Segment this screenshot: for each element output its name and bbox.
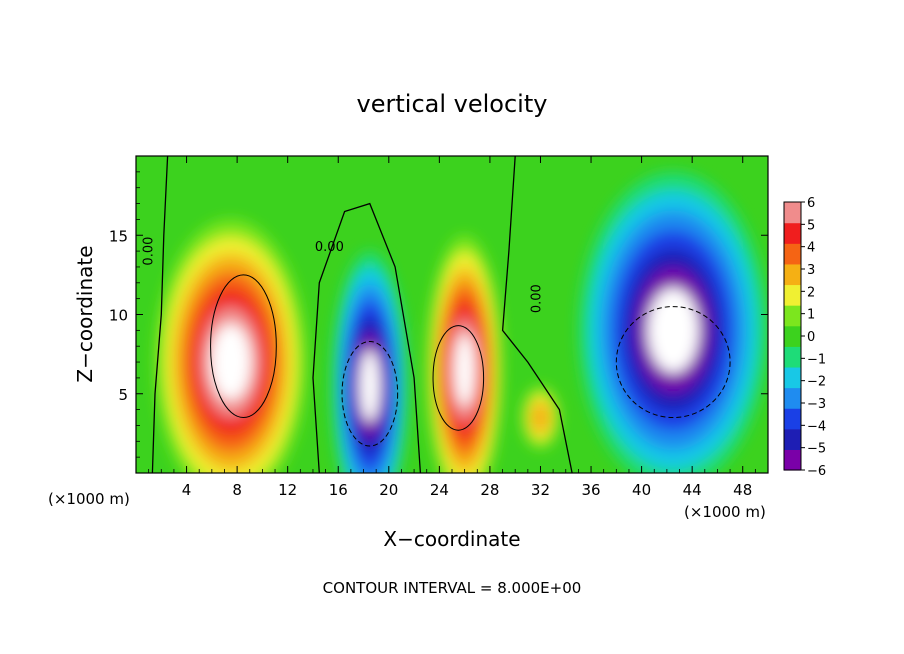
x-tick-label: 8 [232,481,242,499]
colorbar-tick-label: −4 [807,419,826,434]
plot-area: 0.00 0.00 0.00 [136,156,768,473]
colorbar-tick-label: −3 [807,397,826,412]
colorbar-tick-label: 4 [807,241,815,256]
inner-contour-positive-1 [210,274,277,419]
inner-contour-positive-2 [432,325,485,431]
y-tick-label: 10 [109,307,128,325]
colorbar-segment [784,428,801,450]
colorbar-segment [784,243,801,265]
y-axis-label: Z−coordinate [73,245,97,382]
colorbar-segment [784,202,801,224]
colorbar-tick-label: 1 [807,308,815,323]
zero-contour-line-1 [151,156,169,473]
x-unit-left: (×1000 m) [48,490,130,508]
field-feature-5-level-7 [647,287,699,373]
x-tick-label: 44 [683,481,702,499]
y-tick-label: 15 [109,227,128,245]
x-tick-label: 12 [278,481,297,499]
y-axis: 5 10 15 [109,171,768,458]
colorbar-tick-label: 3 [807,263,815,278]
x-tick-label: 4 [182,481,192,499]
x-tick-label: 24 [430,481,449,499]
colorbar-segment [784,408,801,430]
zero-contour-line-2 [312,202,422,473]
contour-label: 0.00 [315,240,344,255]
colorbar-segment [784,387,801,409]
field-feature-1-level-7 [210,323,252,401]
x-tick-label: 28 [480,481,499,499]
colorbar-tick-label: −1 [807,352,826,367]
colorbar-segment [784,449,801,471]
colorbar-segment [784,346,801,368]
x-axis-label: X−coordinate [383,527,520,551]
colorbar-tick-label: 0 [807,330,815,345]
y-tick-label: 5 [118,386,128,404]
chart-title: vertical velocity [357,90,548,118]
colorbar-tick-label: −2 [807,375,826,390]
colorbar-tick-label: 6 [807,196,815,211]
x-tick-label: 20 [379,481,398,499]
field-feature-4-level-3 [530,400,551,435]
velocity-field [154,171,768,473]
colorbar-tick-label: −6 [807,464,826,479]
x-tick-label: 32 [531,481,550,499]
x-tick-label: 48 [733,481,752,499]
colorbar-segment [784,263,801,286]
colorbar-segment [784,284,801,306]
field-feature-3-level-7 [454,333,475,407]
field-feature-2-level-7 [359,349,381,422]
x-unit-right: (×1000 m) [684,503,766,521]
colorbar-tick-label: −5 [807,442,826,457]
inner-contour-negative-1 [341,340,399,447]
colorbar-segment [784,325,801,347]
zero-contours: 0.00 0.00 0.00 [141,156,731,473]
x-tick-label: 36 [581,481,600,499]
colorbar-segment [784,366,801,389]
contour-label: 0.00 [141,237,156,266]
colorbar-tick-label: 2 [807,285,815,300]
x-tick-label: 40 [632,481,651,499]
colorbar-segment [784,305,801,327]
contour-label: 0.00 [529,284,544,313]
colorbar-segment [784,222,801,244]
x-axis: 4 8 12 16 20 24 28 32 36 40 44 48 [148,156,756,499]
contour-interval-note: CONTOUR INTERVAL = 8.000E+00 [323,579,582,597]
inner-contour-negative-2 [615,306,731,419]
colorbar-tick-label: 5 [807,218,815,233]
colorbar: 6 5 4 3 2 1 0 −1 −2 −3 −4 −5 −6 [783,196,826,479]
zero-contour-line-3 [501,156,573,473]
x-tick-label: 16 [329,481,348,499]
